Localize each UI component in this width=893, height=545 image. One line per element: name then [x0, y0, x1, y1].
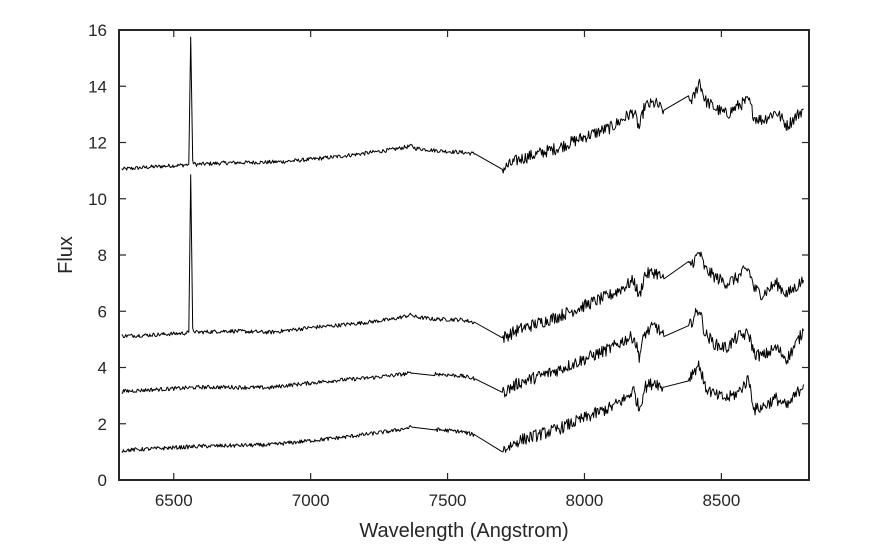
y-tick-label: 10 — [88, 190, 107, 209]
plot-frame — [118, 29, 810, 481]
x-tick-label: 6500 — [155, 491, 193, 510]
x-tick-label: 8500 — [702, 491, 740, 510]
y-tick-label: 14 — [88, 77, 107, 96]
spectrum-line-2 — [121, 174, 804, 343]
spectrum-line-3 — [121, 308, 804, 398]
y-tick-label: 0 — [98, 471, 107, 490]
spectrum-line-4 — [121, 360, 804, 453]
y-tick-label: 8 — [98, 246, 107, 265]
y-tick-label: 2 — [98, 415, 107, 434]
spectrum-lines — [121, 36, 804, 453]
y-axis-label: Flux — [55, 236, 77, 274]
x-axis-ticks: 6500 7000 7500 8000 8500 — [155, 30, 740, 510]
spectrum-line-1 — [121, 36, 804, 174]
y-tick-label: 16 — [88, 21, 107, 40]
y-tick-label: 6 — [98, 302, 107, 321]
x-axis-label: Wavelength (Angstrom) — [359, 520, 568, 542]
x-tick-label: 7000 — [292, 491, 330, 510]
x-tick-label: 7500 — [429, 491, 467, 510]
y-axis-ticks: 0 2 4 6 8 10 12 14 16 — [88, 21, 809, 490]
x-tick-label: 8000 — [566, 491, 604, 510]
y-tick-label: 4 — [98, 359, 107, 378]
y-tick-label: 12 — [88, 134, 107, 153]
